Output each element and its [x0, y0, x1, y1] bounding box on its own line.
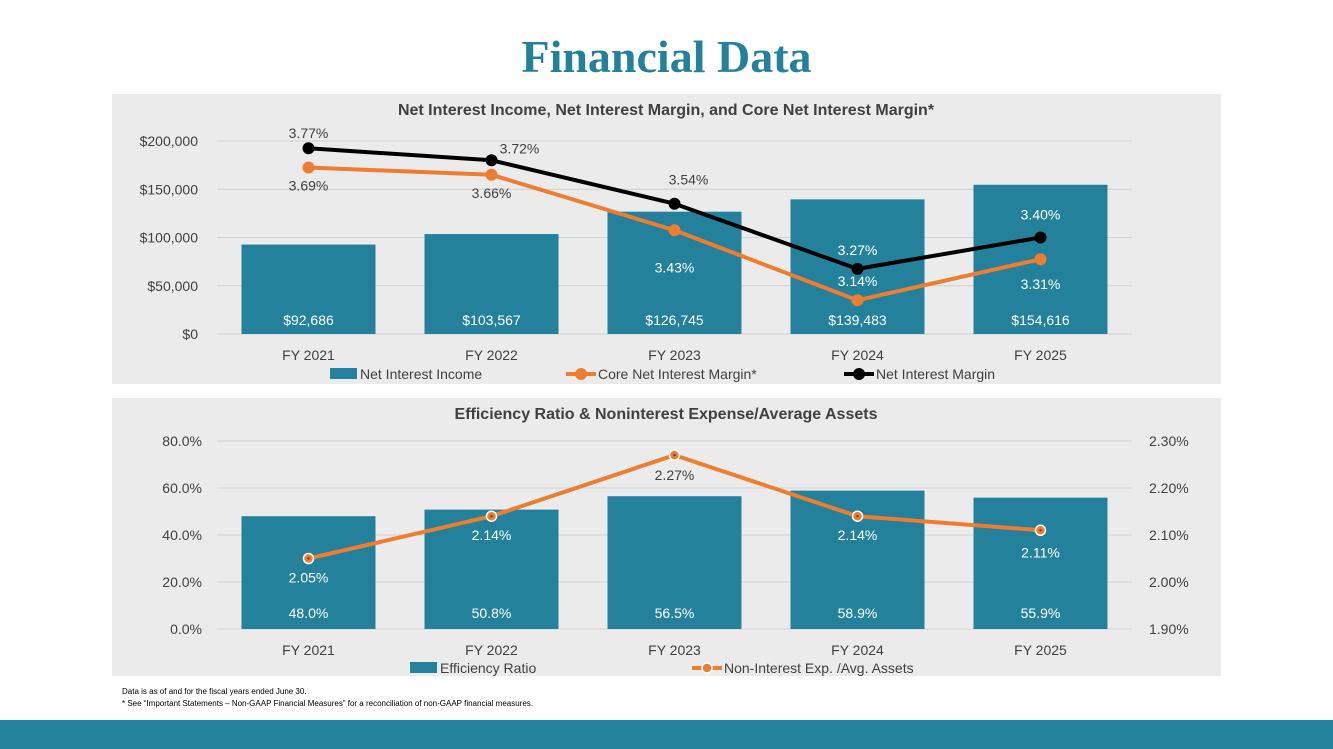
y-tick-label: $150,000 — [140, 181, 199, 197]
y-tick-label: $0 — [182, 326, 198, 342]
y2-tick-label: 2.30% — [1149, 433, 1189, 449]
line-data-label: 3.72% — [500, 140, 540, 156]
bar — [424, 234, 559, 334]
line-point — [1034, 253, 1047, 266]
line-data-label: 2.05% — [289, 570, 329, 586]
line-data-label: 2.14% — [472, 527, 512, 543]
y2-tick-label: 2.00% — [1149, 574, 1189, 590]
net-interest-chart: Net Interest Income, Net Interest Margin… — [140, 102, 1132, 382]
chart-title: Efficiency Ratio & Noninterest Expense/A… — [455, 406, 878, 423]
line-data-label: 3.14% — [838, 273, 878, 289]
line-data-label: 2.14% — [838, 527, 878, 543]
legend-label: Net Interest Margin — [876, 366, 995, 382]
bar-data-label: 58.9% — [838, 605, 878, 621]
y-tick-label: $100,000 — [140, 230, 199, 246]
legend-swatch-marker — [701, 662, 713, 674]
efficiency-chart-panel: Efficiency Ratio & Noninterest Expense/A… — [112, 398, 1221, 676]
bar-data-label: 55.9% — [1021, 605, 1061, 621]
bottom-accent-bar — [0, 720, 1333, 749]
footnote-non-gaap: * See “Important Statements – Non-GAAP F… — [122, 699, 534, 708]
efficiency-chart: Efficiency Ratio & Noninterest Expense/A… — [162, 406, 1189, 676]
legend-swatch-bar — [410, 662, 437, 673]
bar — [607, 496, 742, 629]
bar-data-label: $103,567 — [462, 312, 521, 328]
x-tick-label: FY 2023 — [648, 642, 701, 658]
line-data-label: 2.11% — [1021, 544, 1060, 560]
line-point-center — [673, 453, 676, 457]
line-point — [485, 154, 498, 167]
x-tick-label: FY 2025 — [1014, 347, 1067, 363]
bar-data-label: $139,483 — [828, 312, 887, 328]
x-tick-label: FY 2024 — [831, 347, 884, 363]
bar-data-label: $126,745 — [645, 312, 704, 328]
page-title: Financial Data — [521, 31, 812, 82]
line-point-center — [1039, 529, 1042, 532]
line-point-center — [490, 515, 493, 518]
line-point — [1034, 231, 1047, 244]
y-tick-label: $50,000 — [147, 278, 198, 294]
footnote-fiscal-year: Data is as of and for the fiscal years e… — [122, 687, 307, 696]
legend-label: Net Interest Income — [360, 366, 482, 382]
bar — [241, 244, 376, 334]
x-tick-label: FY 2023 — [648, 347, 701, 363]
x-tick-label: FY 2022 — [465, 347, 518, 363]
line-data-label: 2.27% — [655, 467, 695, 483]
y2-tick-label: 1.90% — [1149, 621, 1189, 637]
legend-label: Efficiency Ratio — [440, 660, 536, 676]
line-point — [668, 197, 681, 210]
line-data-label: 3.54% — [669, 172, 709, 188]
y-tick-label: 0.0% — [170, 621, 202, 637]
line-data-label: 3.40% — [1021, 207, 1061, 223]
bar-data-label: $92,686 — [283, 312, 334, 328]
legend-swatch-bar — [330, 368, 357, 379]
line-point — [851, 294, 864, 307]
line-point — [485, 168, 498, 181]
bar-data-label: 56.5% — [655, 605, 695, 621]
bar-data-label: $154,616 — [1011, 312, 1070, 328]
bar — [973, 497, 1108, 629]
legend-swatch-marker — [853, 368, 865, 380]
legend-label: Non-Interest Exp. /Avg. Assets — [724, 660, 914, 676]
line-point-center — [856, 515, 859, 518]
y2-tick-label: 2.10% — [1149, 527, 1189, 543]
legend-label: Core Net Interest Margin* — [598, 366, 757, 382]
y-tick-label: 40.0% — [162, 527, 202, 543]
y2-tick-label: 2.20% — [1149, 480, 1189, 496]
line-point — [668, 224, 681, 237]
line-data-label: 3.69% — [289, 178, 329, 194]
net-interest-chart-panel: Net Interest Income, Net Interest Margin… — [112, 94, 1221, 384]
line-data-label: 3.27% — [838, 242, 878, 258]
line-point — [302, 142, 315, 155]
y-tick-label: 60.0% — [162, 480, 202, 496]
x-tick-label: FY 2022 — [465, 642, 518, 658]
line-point-center — [307, 557, 310, 560]
bar — [241, 516, 376, 629]
bar — [424, 509, 559, 629]
x-tick-label: FY 2021 — [282, 642, 335, 658]
y-tick-label: $200,000 — [140, 133, 199, 149]
x-tick-label: FY 2024 — [831, 642, 884, 658]
line-data-label: 3.43% — [655, 259, 695, 275]
bar-data-label: 50.8% — [472, 605, 512, 621]
line-point — [851, 262, 864, 275]
line-data-label: 3.31% — [1021, 276, 1061, 292]
y-tick-label: 80.0% — [162, 433, 202, 449]
x-tick-label: FY 2025 — [1014, 642, 1067, 658]
line-data-label: 3.66% — [472, 185, 512, 201]
bar-data-label: 48.0% — [289, 605, 329, 621]
line-data-label: 3.77% — [289, 125, 329, 141]
line-point — [302, 161, 315, 174]
legend-swatch-marker — [575, 368, 587, 380]
y-tick-label: 20.0% — [162, 574, 202, 590]
chart-title: Net Interest Income, Net Interest Margin… — [398, 102, 935, 119]
x-tick-label: FY 2021 — [282, 347, 335, 363]
